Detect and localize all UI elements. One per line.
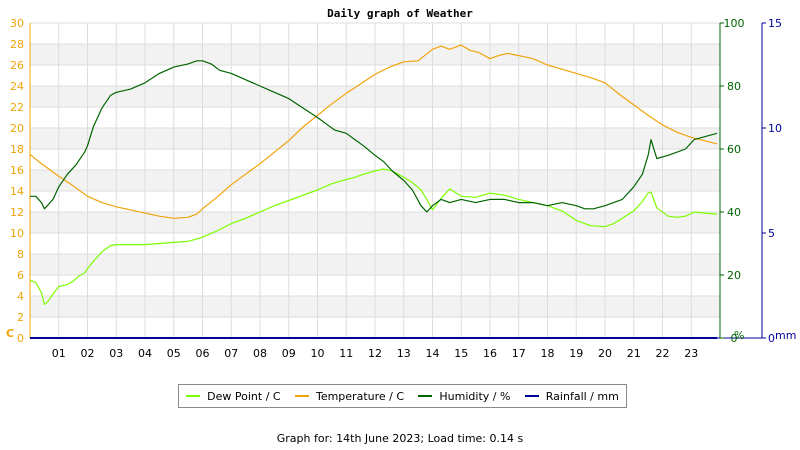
left-tick-label: 0 xyxy=(17,332,24,345)
left-tick-label: 2 xyxy=(17,311,24,324)
x-tick-label: 23 xyxy=(684,347,698,360)
x-tick-label: 05 xyxy=(167,347,181,360)
humidity-tick-label: 100 xyxy=(724,17,745,30)
rainfall-tick-label: 10 xyxy=(768,122,782,135)
legend-swatch-dew-point xyxy=(186,395,201,397)
legend-label-temperature: Temperature / C xyxy=(315,389,405,403)
rainfall-axis-ticks: 0 5 10 15 xyxy=(762,17,782,345)
x-tick-label: 12 xyxy=(368,347,382,360)
x-tick-label: 02 xyxy=(81,347,95,360)
series-line-temperature xyxy=(29,44,718,219)
left-tick-label: 20 xyxy=(10,122,24,135)
humidity-tick-label: 0 xyxy=(731,332,738,345)
legend: Dew Point / C Temperature / C Humidity /… xyxy=(178,384,627,408)
left-tick-label: 16 xyxy=(10,164,24,177)
x-tick-label: 18 xyxy=(541,347,555,360)
humidity-axis-label: % xyxy=(734,329,744,342)
humidity-tick-label: 40 xyxy=(727,206,741,219)
x-tick-label: 21 xyxy=(627,347,641,360)
x-tick-label: 16 xyxy=(483,347,497,360)
footer-status: Graph for: 14th June 2023; Load time: 0.… xyxy=(276,432,524,445)
humidity-tick-label: 60 xyxy=(727,143,741,156)
humidity-tick-label: 80 xyxy=(727,80,741,93)
left-tick-label: 4 xyxy=(17,290,24,303)
x-axis-ticks: 01 02 03 04 05 06 07 08 09 10 11 12 13 14 15 16 17 18 19 20… xyxy=(52,347,699,360)
grid-lines xyxy=(30,22,720,339)
legend-item-humidity: Humidity / % xyxy=(418,390,510,403)
x-tick-label: 08 xyxy=(253,347,267,360)
series-line-dew-point xyxy=(29,168,718,305)
left-tick-label: 12 xyxy=(10,206,24,219)
x-tick-label: 15 xyxy=(454,347,468,360)
left-tick-label: 30 xyxy=(10,17,24,30)
x-tick-label: 17 xyxy=(512,347,526,360)
x-tick-label: 01 xyxy=(52,347,66,360)
x-tick-label: 11 xyxy=(339,347,353,360)
legend-label-humidity: Humidity / % xyxy=(439,389,511,403)
legend-item-rainfall: Rainfall / mm xyxy=(524,389,619,403)
legend-swatch-rainfall xyxy=(524,395,539,397)
x-tick-label: 07 xyxy=(224,347,238,360)
x-tick-label: 20 xyxy=(598,347,612,360)
x-tick-label: 22 xyxy=(656,347,670,360)
legend-label-dew-point: Dew Point / C xyxy=(207,389,281,403)
rainfall-tick-label: 15 xyxy=(768,17,782,30)
legend-item-dew-point: Dew Point / C xyxy=(186,389,281,403)
x-tick-label: 10 xyxy=(311,347,325,360)
series-layer xyxy=(29,44,718,339)
legend-label-rainfall: Rainfall / mm xyxy=(545,389,619,403)
left-tick-label: 26 xyxy=(10,59,24,72)
left-tick-label: 24 xyxy=(10,80,24,93)
left-tick-label: 28 xyxy=(10,38,24,51)
legend-swatch-temperature xyxy=(294,395,309,397)
chart-title: Daily graph of Weather xyxy=(327,7,473,20)
legend-swatch-humidity xyxy=(418,395,433,397)
x-tick-label: 14 xyxy=(426,347,440,360)
left-tick-label: 18 xyxy=(10,143,24,156)
legend-item-temperature: Temperature / C xyxy=(294,389,405,403)
rainfall-axis-label: mm xyxy=(775,329,796,342)
x-tick-label: 03 xyxy=(109,347,123,360)
x-tick-label: 13 xyxy=(397,347,411,360)
left-tick-label: 14 xyxy=(10,185,24,198)
humidity-tick-label: 20 xyxy=(727,269,741,282)
left-tick-label: 8 xyxy=(17,248,24,261)
left-axis-label: C xyxy=(6,327,14,340)
series-line-humidity xyxy=(30,60,718,213)
x-tick-label: 04 xyxy=(138,347,152,360)
left-tick-label: 6 xyxy=(17,269,24,282)
left-tick-label: 10 xyxy=(10,227,24,240)
humidity-axis-ticks: 0 20 40 60 80 100 xyxy=(720,17,745,345)
x-tick-label: 19 xyxy=(569,347,583,360)
left-tick-label: 22 xyxy=(10,101,24,114)
rainfall-tick-label: 0 xyxy=(768,332,775,345)
x-tick-label: 09 xyxy=(282,347,296,360)
rainfall-tick-label: 5 xyxy=(768,227,775,240)
x-tick-label: 06 xyxy=(196,347,210,360)
